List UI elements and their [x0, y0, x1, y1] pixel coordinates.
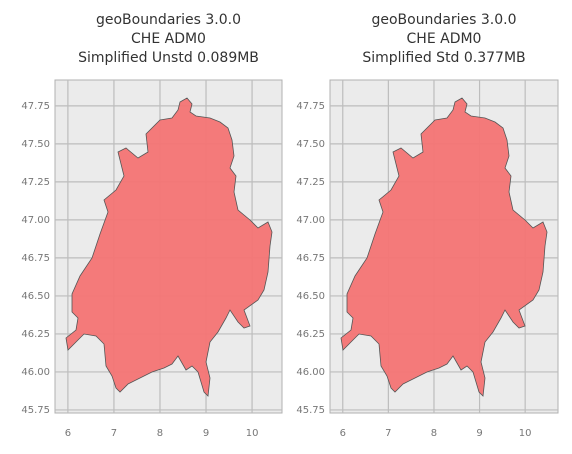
- chart-title: geoBoundaries 3.0.0: [371, 12, 516, 28]
- y-tick-label: 46.25: [296, 329, 325, 340]
- x-tick-label: 10: [246, 428, 259, 439]
- y-tick-label: 46.75: [21, 253, 50, 264]
- y-tick-label: 46.75: [296, 253, 325, 264]
- x-tick-label: 7: [385, 428, 391, 439]
- y-tick-label: 46.50: [296, 291, 325, 302]
- chart-title: Simplified Std 0.377MB: [362, 50, 525, 66]
- y-tick-label: 45.75: [296, 405, 325, 416]
- x-tick-label: 6: [65, 428, 71, 439]
- x-tick-label: 8: [431, 428, 437, 439]
- y-tick-label: 46.25: [21, 329, 50, 340]
- x-tick-label: 9: [476, 428, 482, 439]
- y-tick-label: 46.00: [296, 367, 325, 378]
- chart-title: CHE ADM0: [407, 31, 482, 47]
- y-tick-label: 47.25: [296, 177, 325, 188]
- y-tick-label: 47.25: [21, 177, 50, 188]
- x-tick-label: 7: [111, 428, 117, 439]
- x-tick-label: 8: [157, 428, 163, 439]
- chart-title: Simplified Unstd 0.089MB: [78, 50, 259, 66]
- y-tick-label: 47.75: [296, 101, 325, 112]
- y-tick-label: 47.00: [296, 215, 325, 226]
- x-tick-label: 6: [340, 428, 346, 439]
- x-tick-label: 9: [203, 428, 209, 439]
- y-tick-label: 47.50: [21, 139, 50, 150]
- y-tick-label: 47.00: [21, 215, 50, 226]
- x-tick-label: 10: [519, 428, 532, 439]
- y-tick-label: 47.75: [21, 101, 50, 112]
- y-tick-label: 45.75: [21, 405, 50, 416]
- y-tick-label: 47.50: [296, 139, 325, 150]
- y-tick-label: 46.50: [21, 291, 50, 302]
- chart-title: CHE ADM0: [131, 31, 206, 47]
- chart-title: geoBoundaries 3.0.0: [96, 12, 241, 28]
- y-tick-label: 46.00: [21, 367, 50, 378]
